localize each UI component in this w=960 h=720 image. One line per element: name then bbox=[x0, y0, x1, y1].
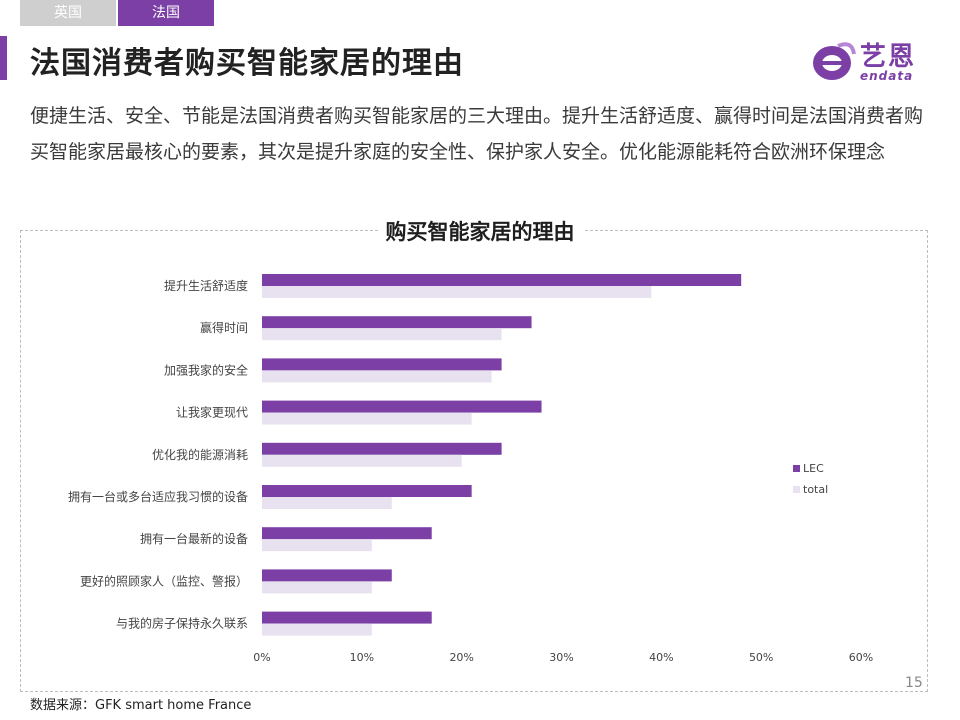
bar-lec bbox=[262, 485, 472, 497]
category-label: 提升生活舒适度 bbox=[164, 278, 248, 293]
x-tick-label: 20% bbox=[449, 651, 473, 664]
summary-text: 便捷生活、安全、节能是法国消费者购买智能家居的三大理由。提升生活舒适度、赢得时间… bbox=[30, 105, 924, 163]
category-label: 优化我的能源消耗 bbox=[152, 447, 248, 462]
category-label: 拥有一台或多台适应我习惯的设备 bbox=[68, 489, 248, 504]
category-label: 更好的照顾家人（监控、警报） bbox=[80, 573, 248, 588]
endata-logo: 艺恩 endata bbox=[808, 36, 938, 88]
legend: LEC total bbox=[793, 462, 828, 496]
bars bbox=[262, 274, 742, 636]
category-labels: 提升生活舒适度赢得时间加强我家的安全让我家更现代优化我的能源消耗拥有一台或多台适… bbox=[68, 278, 248, 631]
page-title: 法国消费者购买智能家居的理由 bbox=[30, 46, 464, 81]
bar-lec bbox=[262, 358, 502, 371]
bar-lec bbox=[262, 400, 542, 413]
legend-label: total bbox=[803, 483, 828, 496]
bar-lec bbox=[262, 527, 432, 540]
bar-total bbox=[262, 539, 372, 552]
x-tick-label: 60% bbox=[849, 651, 873, 664]
x-tick-label: 40% bbox=[649, 651, 673, 664]
logo-name: 艺恩 bbox=[860, 42, 917, 72]
bar-total bbox=[262, 497, 392, 509]
bar-total bbox=[262, 581, 372, 594]
bar-total bbox=[262, 370, 492, 383]
tab-uk[interactable]: 英国 bbox=[20, 0, 116, 26]
chart-title-wrap: 购买智能家居的理由 bbox=[0, 216, 960, 246]
title-accent-bar bbox=[0, 36, 7, 80]
bar-lec bbox=[262, 611, 432, 624]
data-source: 数据来源：GFK smart home France bbox=[30, 698, 252, 713]
bar-lec bbox=[262, 442, 502, 455]
category-label: 让我家更现代 bbox=[176, 405, 248, 420]
bar-lec bbox=[262, 274, 742, 286]
logo-sub: endata bbox=[860, 69, 914, 83]
category-label: 与我的房子保持永久联系 bbox=[116, 616, 248, 631]
category-label: 加强我家的安全 bbox=[164, 362, 248, 377]
page-number: 15 bbox=[905, 675, 923, 691]
x-axis: 0% 10% 20% 30% 40% 50% 60% bbox=[253, 651, 873, 664]
tab-france[interactable]: 法国 bbox=[118, 0, 214, 26]
legend-swatch bbox=[793, 486, 800, 493]
bar-total bbox=[262, 286, 652, 298]
bar-total bbox=[262, 412, 472, 425]
x-tick-label: 10% bbox=[350, 651, 374, 664]
legend-swatch bbox=[793, 465, 800, 472]
chart-title: 购买智能家居的理由 bbox=[377, 220, 583, 244]
country-tabs: 英国 法国 bbox=[20, 0, 214, 26]
bar-total bbox=[262, 623, 372, 636]
category-label: 赢得时间 bbox=[200, 320, 248, 335]
bar-total bbox=[262, 454, 462, 467]
logo-icon bbox=[813, 42, 856, 80]
category-label: 拥有一台最新的设备 bbox=[140, 531, 248, 546]
x-tick-label: 30% bbox=[549, 651, 573, 664]
bar-total bbox=[262, 328, 502, 341]
bar-lec bbox=[262, 316, 532, 329]
x-tick-label: 50% bbox=[749, 651, 773, 664]
bar-lec bbox=[262, 569, 392, 582]
x-tick-label: 0% bbox=[253, 651, 270, 664]
legend-label: LEC bbox=[803, 462, 824, 475]
